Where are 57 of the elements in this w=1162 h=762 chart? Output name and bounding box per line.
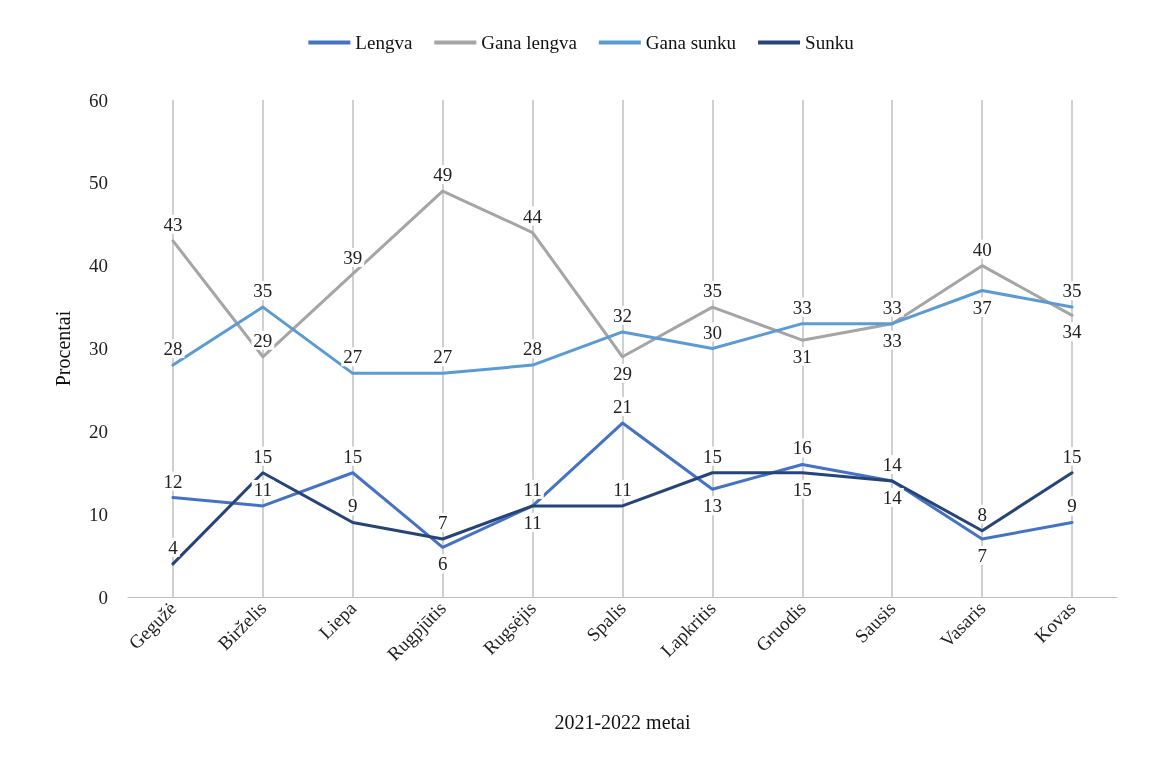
data-label: 44 [523, 205, 543, 227]
data-label: 33 [882, 296, 902, 318]
y-tick-label: 50 [89, 172, 108, 194]
data-label: 30 [702, 321, 722, 343]
data-label: 11 [523, 478, 542, 500]
legend-label: Gana lengva [481, 32, 578, 53]
data-label: 21 [613, 396, 632, 418]
data-label: 49 [433, 164, 453, 186]
y-tick-label: 0 [98, 586, 108, 608]
data-label: 11 [253, 478, 273, 500]
data-label: 35 [253, 280, 273, 302]
data-label: 14 [882, 454, 903, 476]
data-label: 15 [792, 478, 812, 500]
data-label: 28 [523, 338, 543, 360]
data-label: 16 [792, 437, 812, 459]
data-label: 35 [702, 280, 722, 302]
data-label: 8 [977, 503, 987, 525]
data-label: 32 [613, 304, 632, 326]
data-label: 15 [343, 445, 363, 467]
data-label: 37 [972, 296, 992, 318]
data-label: 35 [1062, 280, 1082, 302]
data-label: 33 [792, 296, 812, 318]
data-label: 14 [882, 487, 903, 509]
data-label: 4 [168, 536, 179, 558]
data-label: 43 [163, 213, 183, 235]
data-label: 15 [1062, 445, 1082, 467]
data-label: 31 [792, 346, 812, 368]
data-label: 7 [977, 545, 987, 567]
data-label: 27 [343, 346, 363, 368]
data-label: 15 [253, 445, 273, 467]
data-label: 40 [972, 238, 992, 260]
x-axis-title: 2021-2022 metai [554, 711, 691, 733]
data-label: 29 [613, 362, 632, 384]
data-label: 29 [253, 329, 273, 351]
data-label: 11 [523, 511, 542, 533]
data-label: 34 [1062, 321, 1083, 343]
legend-label: Gana sunku [645, 32, 737, 53]
data-label: 9 [348, 495, 358, 517]
y-tick-label: 20 [89, 420, 108, 442]
y-tick-label: 60 [89, 89, 108, 111]
data-label: 39 [343, 246, 363, 268]
data-label: 33 [882, 329, 902, 351]
legend-label: Sunku [805, 32, 855, 53]
data-label: 28 [163, 338, 183, 360]
legend-label: Lengva [355, 32, 413, 53]
data-label: 6 [437, 553, 448, 575]
data-label: 13 [702, 495, 722, 517]
y-tick-label: 10 [89, 503, 108, 525]
y-tick-label: 30 [89, 338, 108, 359]
data-label: 12 [163, 470, 183, 492]
y-axis-title: Procentai [52, 310, 74, 387]
y-tick-label: 40 [89, 255, 108, 277]
data-label: 15 [702, 445, 722, 467]
data-label: 7 [437, 512, 448, 534]
data-label: 11 [613, 478, 632, 500]
data-label: 9 [1067, 495, 1077, 517]
data-label: 27 [433, 346, 453, 368]
